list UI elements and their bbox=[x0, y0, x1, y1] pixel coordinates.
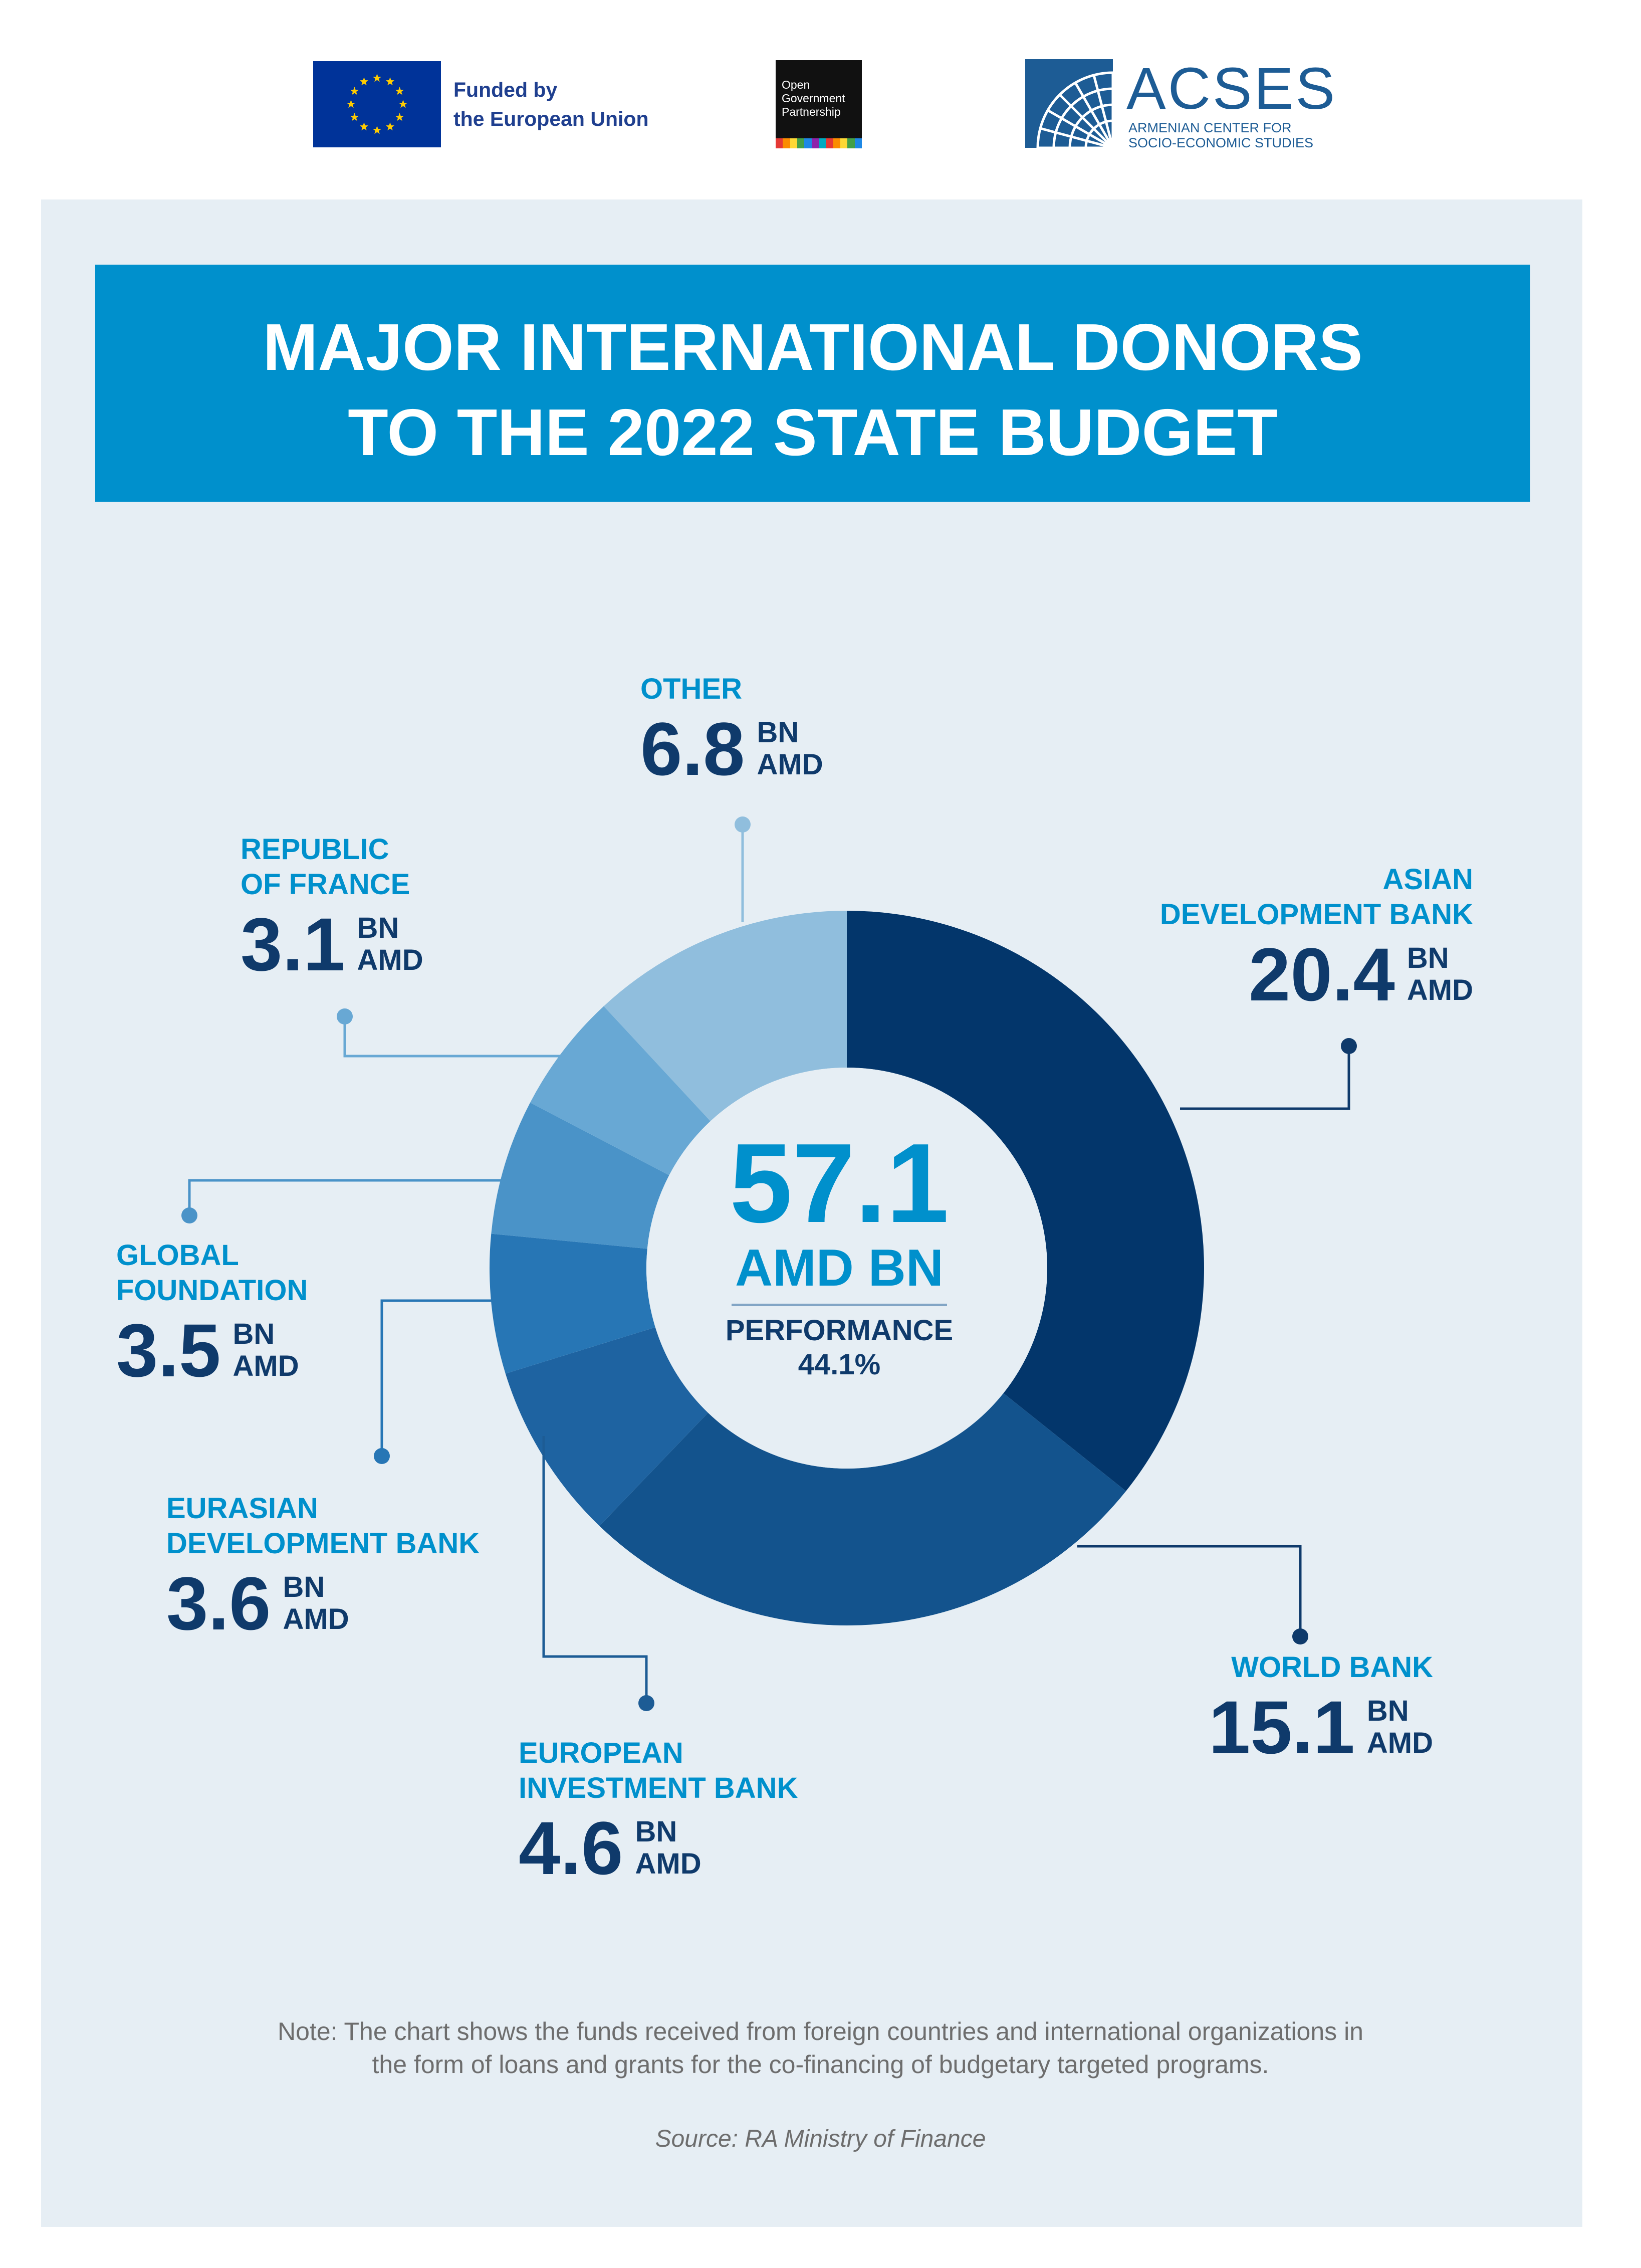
connector-line bbox=[188, 1179, 506, 1215]
label-global-foundation: GLOBAL FOUNDATION 3.5 BN AMD bbox=[116, 1238, 467, 1390]
ogp-stripe bbox=[854, 138, 862, 148]
eu-star-icon bbox=[346, 100, 356, 108]
label-value: 6.8 bbox=[640, 707, 745, 791]
donut-slice bbox=[847, 911, 1204, 1491]
performance-label: PERFORMANCE bbox=[725, 1314, 954, 1347]
label-unit: BN AMD bbox=[357, 912, 423, 976]
performance-value: 44.1% bbox=[798, 1348, 881, 1381]
donut-slice bbox=[491, 1102, 669, 1249]
label-name: OTHER bbox=[640, 673, 742, 705]
connector-dot bbox=[181, 1207, 197, 1223]
label-name: GLOBAL FOUNDATION bbox=[116, 1239, 308, 1307]
ogp-stripe bbox=[797, 138, 805, 148]
chart-note: Note: The chart shows the funds received… bbox=[278, 2017, 1363, 2079]
label-republic-of-france: REPUBLIC OF FRANCE 3.1 BN AMD bbox=[241, 832, 541, 984]
eu-star-icon bbox=[350, 87, 359, 95]
ogp-stripe bbox=[847, 138, 855, 148]
label-other: OTHER 6.8 BN AMD bbox=[640, 672, 921, 789]
acses-logo-subtitle: ARMENIAN CENTER FOR SOCIO-ECONOMIC STUDI… bbox=[1128, 120, 1314, 150]
ogp-stripe bbox=[783, 138, 790, 148]
center-total-value: 57.1 bbox=[730, 1120, 949, 1246]
connector-line bbox=[343, 1016, 561, 1058]
eu-star-icon bbox=[359, 77, 369, 86]
ogp-stripe bbox=[826, 138, 833, 148]
label-unit: BN AMD bbox=[1366, 1695, 1433, 1759]
eu-funding-text: Funded by the European Union bbox=[453, 78, 649, 130]
ogp-stripe bbox=[804, 138, 812, 148]
connector-dot bbox=[638, 1695, 654, 1711]
connector-dot bbox=[1292, 1628, 1308, 1644]
ogp-color-stripes bbox=[776, 138, 862, 148]
donut-slice bbox=[603, 911, 847, 1121]
eu-flag-logo bbox=[313, 61, 441, 147]
eu-stars-icon bbox=[346, 74, 408, 134]
acses-logo-icon bbox=[1025, 59, 1113, 148]
label-asian-development-bank: ASIAN DEVELOPMENT BANK 20.4 BN AMD bbox=[1152, 862, 1473, 1014]
donut-slice bbox=[505, 1327, 709, 1526]
ogp-stripe bbox=[818, 138, 826, 148]
eu-star-icon bbox=[395, 113, 404, 121]
connector-dot bbox=[735, 816, 751, 833]
label-unit: BN AMD bbox=[232, 1318, 299, 1382]
eu-star-icon bbox=[385, 122, 395, 131]
label-value: 3.5 bbox=[116, 1308, 221, 1392]
connector-line bbox=[542, 1436, 648, 1703]
eu-star-icon bbox=[359, 122, 369, 131]
donut-slice bbox=[530, 1006, 711, 1175]
eu-star-icon bbox=[372, 74, 382, 82]
eu-star-icon bbox=[385, 77, 395, 86]
header: Funded by the European Union Open Govern… bbox=[0, 0, 1641, 200]
label-name: EUROPEAN INVESTMENT BANK bbox=[519, 1737, 798, 1804]
chart-title: MAJOR INTERNATIONAL DONORS TO THE 2022 S… bbox=[263, 310, 1363, 469]
label-value: 3.1 bbox=[241, 902, 345, 986]
donut-hole bbox=[646, 1068, 1047, 1469]
label-unit: BN AMD bbox=[283, 1571, 349, 1635]
label-name: REPUBLIC OF FRANCE bbox=[241, 833, 410, 901]
label-european-investment-bank: EUROPEAN INVESTMENT BANK 4.6 BN AMD bbox=[519, 1736, 869, 1888]
label-world-bank: WORLD BANK 15.1 BN AMD bbox=[1152, 1650, 1433, 1767]
connector-line bbox=[1077, 1545, 1302, 1636]
eu-star-icon bbox=[372, 126, 382, 134]
donut-slice bbox=[490, 1233, 655, 1374]
eu-star-icon bbox=[350, 113, 359, 121]
ogp-logo: Open Government Partnership bbox=[776, 60, 862, 148]
label-name: EURASIAN DEVELOPMENT BANK bbox=[166, 1492, 480, 1560]
connector-line bbox=[1180, 1046, 1350, 1110]
ogp-logo-text: Open Government Partnership bbox=[782, 78, 845, 118]
label-value: 3.6 bbox=[166, 1561, 271, 1645]
label-value: 15.1 bbox=[1208, 1685, 1355, 1769]
connector-line bbox=[380, 1299, 509, 1456]
connector-dot bbox=[337, 1008, 353, 1024]
eu-star-icon bbox=[395, 87, 404, 95]
label-value: 20.4 bbox=[1248, 932, 1395, 1016]
label-name: WORLD BANK bbox=[1231, 1651, 1433, 1684]
acses-logo-name: ACSES bbox=[1126, 56, 1337, 122]
center-divider bbox=[732, 1304, 947, 1306]
label-unit: BN AMD bbox=[1406, 942, 1473, 1006]
label-eurasian-development-bank: EURASIAN DEVELOPMENT BANK 3.6 BN AMD bbox=[166, 1491, 547, 1643]
center-total-unit: AMD BN bbox=[735, 1239, 944, 1297]
ogp-stripe bbox=[776, 138, 783, 148]
ogp-stripe bbox=[840, 138, 848, 148]
donut-slice bbox=[599, 1393, 1126, 1625]
connector-dot bbox=[1341, 1038, 1357, 1054]
ogp-stripe bbox=[811, 138, 819, 148]
label-name: ASIAN DEVELOPMENT BANK bbox=[1159, 863, 1473, 931]
chart-source: Source: RA Ministry of Finance bbox=[655, 2126, 986, 2152]
label-value: 4.6 bbox=[519, 1806, 623, 1890]
ogp-stripe bbox=[833, 138, 840, 148]
label-unit: BN AMD bbox=[635, 1815, 701, 1880]
title-banner: MAJOR INTERNATIONAL DONORS TO THE 2022 S… bbox=[95, 265, 1530, 502]
connector-dot bbox=[374, 1448, 390, 1464]
eu-star-icon bbox=[398, 100, 408, 108]
label-unit: BN AMD bbox=[757, 716, 823, 781]
ogp-stripe bbox=[790, 138, 797, 148]
